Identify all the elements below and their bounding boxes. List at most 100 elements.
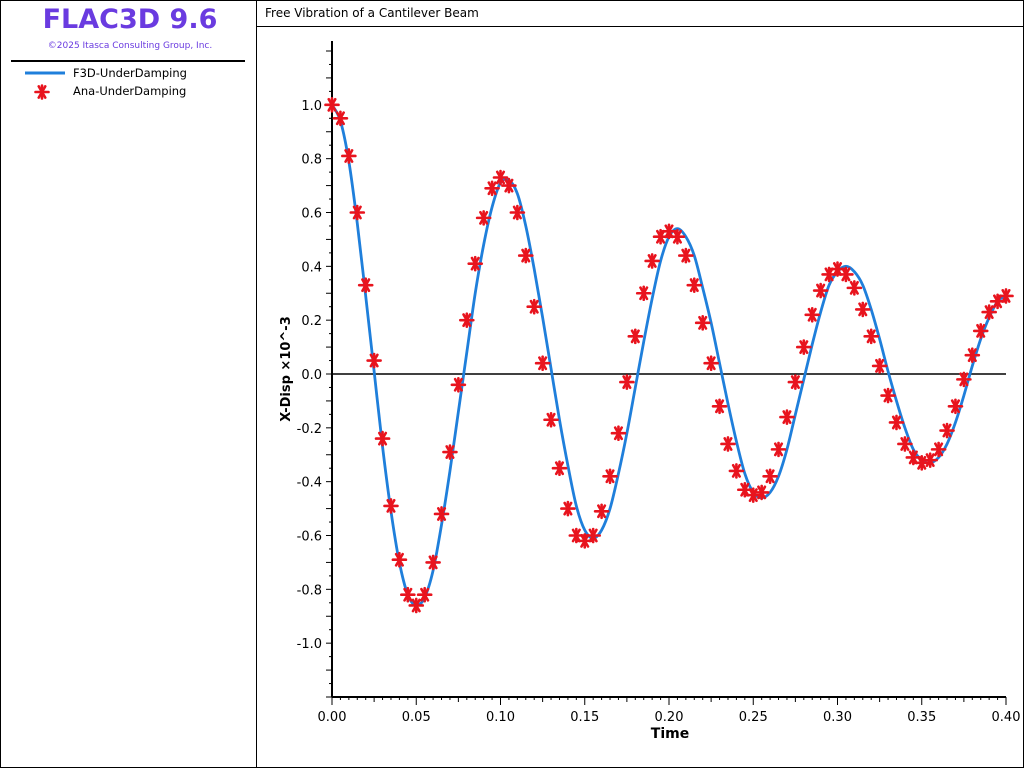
ana-data-point xyxy=(585,527,601,544)
ana-data-point xyxy=(956,371,972,388)
ana-data-point xyxy=(383,498,399,514)
ana-data-point xyxy=(678,247,694,264)
ana-data-point xyxy=(610,425,627,442)
ana-data-point xyxy=(795,339,812,355)
y-tick-label: 0.8 xyxy=(301,153,322,168)
chart-title: Free Vibration of a Cantilever Beam xyxy=(265,6,479,20)
ana-data-point xyxy=(964,347,981,363)
ana-data-point xyxy=(366,352,382,369)
ana-data-point xyxy=(484,180,500,197)
ana-data-point xyxy=(349,204,366,221)
ana-data-point xyxy=(728,463,745,479)
ana-data-point xyxy=(854,301,871,318)
chart-header: Free Vibration of a Cantilever Beam xyxy=(257,1,1023,27)
x-tick-label: 0.15 xyxy=(570,710,599,725)
ana-data-point xyxy=(560,500,576,517)
ana-data-point xyxy=(686,277,703,293)
x-tick-label: 0.40 xyxy=(992,710,1021,725)
legend-item-ana[interactable]: Ana-UnderDamping xyxy=(23,84,243,100)
ana-data-point xyxy=(762,468,778,485)
series-ana-underdamping xyxy=(324,97,1014,614)
series-f3d-underdamping xyxy=(330,104,1007,607)
ana-data-point xyxy=(644,253,660,269)
ana-data-point xyxy=(459,312,475,328)
ana-data-point xyxy=(972,323,989,339)
app-title: FLAC3D 9.6 xyxy=(42,4,218,35)
ana-data-point xyxy=(804,306,821,323)
y-tick-label: 1.0 xyxy=(301,99,322,114)
ana-data-point xyxy=(635,285,652,302)
ana-data-point xyxy=(846,280,863,296)
ana-data-point xyxy=(374,430,391,447)
ana-data-point xyxy=(863,328,880,345)
copyright-text: ©2025 Itasca Consulting Group, Inc. xyxy=(47,41,213,51)
ana-data-point xyxy=(947,398,964,415)
ana-data-point xyxy=(703,355,719,372)
ana-data-point xyxy=(324,97,340,113)
ana-data-point xyxy=(981,304,997,320)
ana-data-point xyxy=(922,452,938,468)
y-tick-label: 0.0 xyxy=(301,368,322,383)
ana-data-point xyxy=(332,110,349,127)
y-axis-label: X-Disp ×10^-3 xyxy=(279,316,294,422)
ana-data-point xyxy=(534,355,551,372)
ana-data-point xyxy=(509,204,526,221)
y-tick-label: -0.4 xyxy=(297,476,322,491)
line-symbol-icon xyxy=(25,71,65,75)
ana-data-point xyxy=(939,422,955,439)
ana-data-point xyxy=(998,288,1014,304)
ana-data-point xyxy=(568,527,585,544)
ana-data-point xyxy=(543,411,559,428)
ana-data-point xyxy=(627,328,644,345)
ana-data-point xyxy=(593,503,610,520)
y-tick-label: -0.6 xyxy=(297,530,322,545)
ana-data-point xyxy=(871,358,888,374)
x-tick-label: 0.35 xyxy=(907,710,936,725)
ana-data-point xyxy=(669,228,686,245)
ana-data-point xyxy=(501,177,517,194)
ana-data-point xyxy=(779,409,795,425)
y-tick-label: -1.0 xyxy=(297,637,322,652)
y-tick-label: -0.8 xyxy=(297,583,322,598)
y-tick-label: 0.4 xyxy=(301,260,322,275)
ana-data-point xyxy=(753,484,770,501)
ana-data-point xyxy=(433,506,450,522)
ana-data-point xyxy=(602,468,618,485)
ana-data-point xyxy=(838,266,854,283)
x-tick-label: 0.30 xyxy=(823,710,852,725)
ana-data-point xyxy=(619,374,635,390)
ana-data-point xyxy=(442,444,458,460)
ana-data-point xyxy=(711,398,728,415)
chart-axes: -1.0 -0.8 -0.6 -0.4 -0.2 0.0 0.2 0.4 0.6 0.8 1.0 0.… xyxy=(297,41,1021,725)
y-tick-label: 0.2 xyxy=(301,314,322,329)
ana-data-point xyxy=(930,441,947,458)
legend-label-f3d: F3D-UnderDamping xyxy=(73,66,187,80)
ana-data-point xyxy=(787,374,804,390)
ana-data-point xyxy=(450,376,467,393)
ana-data-point xyxy=(888,414,905,431)
ana-data-point xyxy=(517,247,534,264)
ana-data-point xyxy=(467,255,484,272)
ana-data-point xyxy=(720,436,736,452)
ana-data-point xyxy=(770,441,787,458)
x-tick-label: 0.00 xyxy=(318,710,347,725)
x-tick-label: 0.05 xyxy=(402,710,431,725)
legend-label-ana: Ana-UnderDamping xyxy=(73,84,187,98)
ana-data-point xyxy=(897,436,913,452)
legend-item-f3d[interactable]: F3D-UnderDamping xyxy=(23,66,243,82)
ana-data-point xyxy=(416,586,433,603)
ana-data-point xyxy=(812,282,829,299)
ana-data-point xyxy=(391,551,408,568)
ana-data-point xyxy=(492,169,509,186)
legend-panel: FLAC3D 9.6 ©2025 Itasca Consulting Group… xyxy=(1,1,257,767)
y-tick-label: 0.6 xyxy=(301,207,322,222)
ana-data-point xyxy=(475,210,492,226)
ana-data-point xyxy=(526,298,543,315)
legend-divider xyxy=(11,60,245,62)
chart-plot[interactable]: -1.0 -0.8 -0.6 -0.4 -0.2 0.0 0.2 0.4 0.6 0.8 1.0 0.… xyxy=(257,27,1023,767)
x-tick-label: 0.10 xyxy=(486,710,515,725)
ana-data-point xyxy=(425,554,441,571)
ana-data-point xyxy=(408,597,425,614)
asterisk-symbol-icon xyxy=(34,84,50,100)
